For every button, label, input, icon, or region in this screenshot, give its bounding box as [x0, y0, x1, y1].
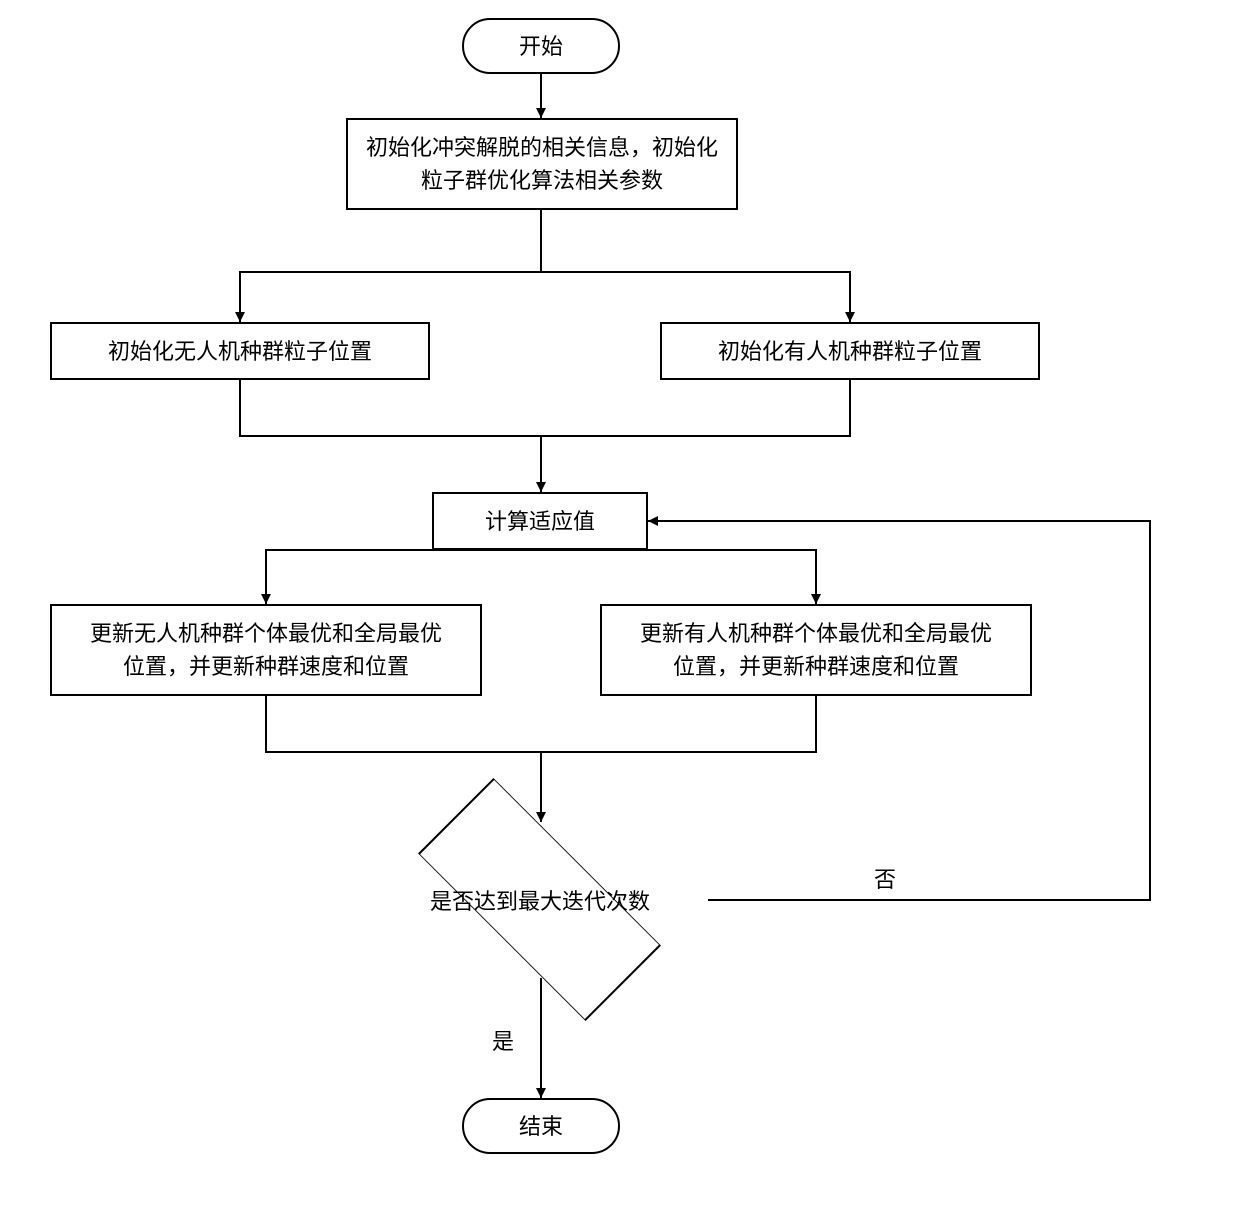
- node-update-uav: 更新无人机种群个体最优和全局最优 位置，并更新种群速度和位置: [50, 604, 482, 696]
- edge-label-no: 否: [870, 862, 900, 894]
- node-end-label: 结束: [519, 1110, 563, 1143]
- node-update-man-label: 更新有人机种群个体最优和全局最优 位置，并更新种群速度和位置: [640, 617, 992, 683]
- node-init-man: 初始化有人机种群粒子位置: [660, 322, 1040, 380]
- node-init: 初始化冲突解脱的相关信息，初始化 粒子群优化算法相关参数: [346, 118, 738, 210]
- node-init-man-label: 初始化有人机种群粒子位置: [718, 335, 982, 368]
- node-update-uav-label: 更新无人机种群个体最优和全局最优 位置，并更新种群速度和位置: [90, 617, 442, 683]
- node-init-uav-label: 初始化无人机种群粒子位置: [108, 335, 372, 368]
- flowchart-canvas: 开始 初始化冲突解脱的相关信息，初始化 粒子群优化算法相关参数 初始化无人机种群…: [0, 0, 1240, 1219]
- node-decision: [418, 778, 661, 1021]
- node-start: 开始: [462, 18, 620, 74]
- node-start-label: 开始: [519, 30, 563, 63]
- node-calc-label: 计算适应值: [485, 505, 595, 538]
- node-init-label: 初始化冲突解脱的相关信息，初始化 粒子群优化算法相关参数: [366, 131, 718, 197]
- node-end: 结束: [462, 1098, 620, 1154]
- node-update-man: 更新有人机种群个体最优和全局最优 位置，并更新种群速度和位置: [600, 604, 1032, 696]
- node-calc: 计算适应值: [432, 492, 648, 550]
- node-init-uav: 初始化无人机种群粒子位置: [50, 322, 430, 380]
- edge-label-yes: 是: [488, 1024, 518, 1056]
